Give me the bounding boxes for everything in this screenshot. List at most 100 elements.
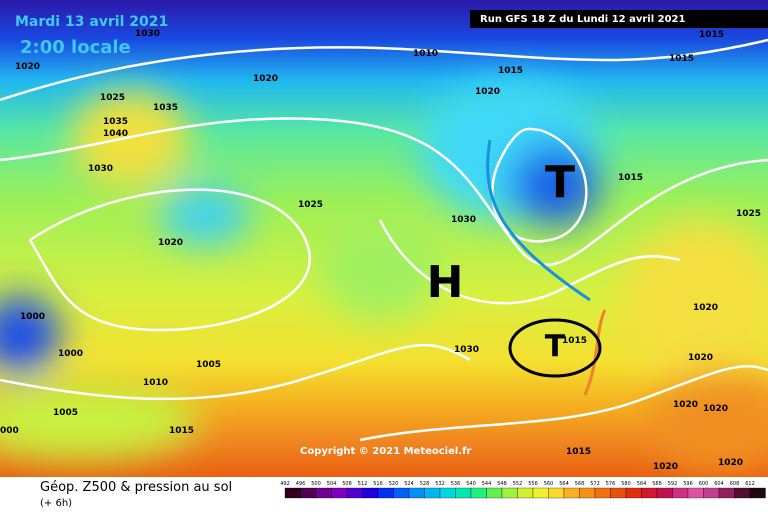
legend-label: 596	[683, 481, 693, 487]
legend-swatch	[703, 487, 720, 499]
isobar-label: 1020	[718, 458, 743, 468]
isobar-label: 1020	[15, 62, 40, 72]
isobar-label: 1015	[562, 336, 587, 346]
legend-swatch	[656, 487, 673, 499]
legend-label: 568	[575, 481, 585, 487]
isobar-label: 1010	[143, 378, 168, 388]
legend-label: 524	[404, 481, 414, 487]
footer-step: (+ 6h)	[40, 498, 72, 509]
legend-swatch	[377, 487, 394, 499]
isobar-label: 1040	[103, 129, 128, 139]
legend-label: 496	[296, 481, 306, 487]
legend-swatch	[718, 487, 735, 499]
legend-label: 552	[513, 481, 523, 487]
isobar-label: 1030	[454, 345, 479, 355]
legend-swatch	[470, 487, 487, 499]
legend-swatch	[424, 487, 441, 499]
isobar-label: 1010	[413, 49, 438, 59]
legend-swatch	[532, 487, 549, 499]
legend-label: 532	[435, 481, 445, 487]
legend-swatch	[408, 487, 425, 499]
isobar-label: 1015	[699, 30, 724, 40]
legend-swatch	[393, 487, 410, 499]
date: Mardi 13 avril 2021	[15, 14, 168, 30]
isobar-label: 1035	[103, 117, 128, 127]
isobar-label: 000	[0, 426, 19, 436]
isobar-label: 1030	[135, 29, 160, 39]
isobar-label: 1020	[693, 303, 718, 313]
low-pressure: T	[545, 157, 575, 208]
isobars	[0, 38, 768, 442]
legend-label: 540	[466, 481, 476, 487]
isobar-label: 1000	[20, 312, 45, 322]
legend-label: 500	[311, 481, 321, 487]
isobar-label: 1025	[736, 209, 761, 219]
legend-swatch	[548, 487, 565, 499]
legend-label: 536	[451, 481, 461, 487]
footer-title: Géop. Z500 & pression au sol	[40, 480, 232, 495]
run-info: Run GFS 18 Z du Lundi 12 avril 2021	[480, 14, 686, 25]
legend-swatch	[517, 487, 534, 499]
isobar-label: 1015	[169, 426, 194, 436]
legend-swatch	[315, 487, 332, 499]
isobar-label: 1015	[669, 54, 694, 64]
legend-swatch	[672, 487, 689, 499]
isobar-label: 1020	[475, 87, 500, 97]
legend-label: 520	[389, 481, 399, 487]
legend-swatch	[486, 487, 503, 499]
legend-swatch	[439, 487, 456, 499]
legend-swatch	[641, 487, 658, 499]
legend-swatch	[687, 487, 704, 499]
high-pressure: H	[427, 257, 464, 308]
isobar-label: 1020	[703, 404, 728, 414]
legend-swatch	[594, 487, 611, 499]
legend-label: 604	[714, 481, 724, 487]
isobar-label: 1020	[688, 353, 713, 363]
legend-swatch	[563, 487, 580, 499]
legend-label: 528	[420, 481, 430, 487]
legend-label: 584	[637, 481, 647, 487]
legend-label: 592	[668, 481, 678, 487]
legend-swatch	[734, 487, 751, 499]
legend-label: 560	[544, 481, 554, 487]
isobar-label: 1025	[100, 93, 125, 103]
legend-swatch	[749, 487, 766, 499]
legend-label: 588	[652, 481, 662, 487]
legend-swatch	[455, 487, 472, 499]
legend-label: 564	[559, 481, 569, 487]
isobar-label: 1035	[153, 103, 178, 113]
isobar-label: 1030	[451, 215, 476, 225]
isobar-label: 1005	[196, 360, 221, 370]
legend-label: 600	[699, 481, 709, 487]
isobar-label: 1020	[158, 238, 183, 248]
isobar-label: 1000	[58, 349, 83, 359]
legend-label: 612	[745, 481, 755, 487]
isobar-label: 1015	[498, 66, 523, 76]
legend-label: 512	[358, 481, 368, 487]
legend-swatch	[579, 487, 596, 499]
legend-label: 516	[373, 481, 383, 487]
isobar-label: 1015	[618, 173, 643, 183]
low-pressure: T	[545, 330, 566, 365]
legend-label: 508	[342, 481, 352, 487]
geopotential-field	[0, 80, 768, 470]
isobar-label: 1005	[53, 408, 78, 418]
time: 2:00 locale	[20, 37, 131, 58]
legend-label: 572	[590, 481, 600, 487]
legend-swatch	[625, 487, 642, 499]
legend-label: 492	[280, 481, 290, 487]
legend-label: 504	[327, 481, 337, 487]
isobar-label: 1025	[298, 200, 323, 210]
legend-swatch	[331, 487, 348, 499]
isobar-label: 1030	[88, 164, 113, 174]
isobar-label: 1020	[673, 400, 698, 410]
legend-label: 544	[482, 481, 492, 487]
legend-swatch	[610, 487, 627, 499]
legend-swatch	[300, 487, 317, 499]
annotation-arrows	[486, 139, 607, 396]
isobar-label: 1015	[566, 447, 591, 457]
isobar-label: 1020	[253, 74, 278, 84]
legend-swatch	[346, 487, 363, 499]
